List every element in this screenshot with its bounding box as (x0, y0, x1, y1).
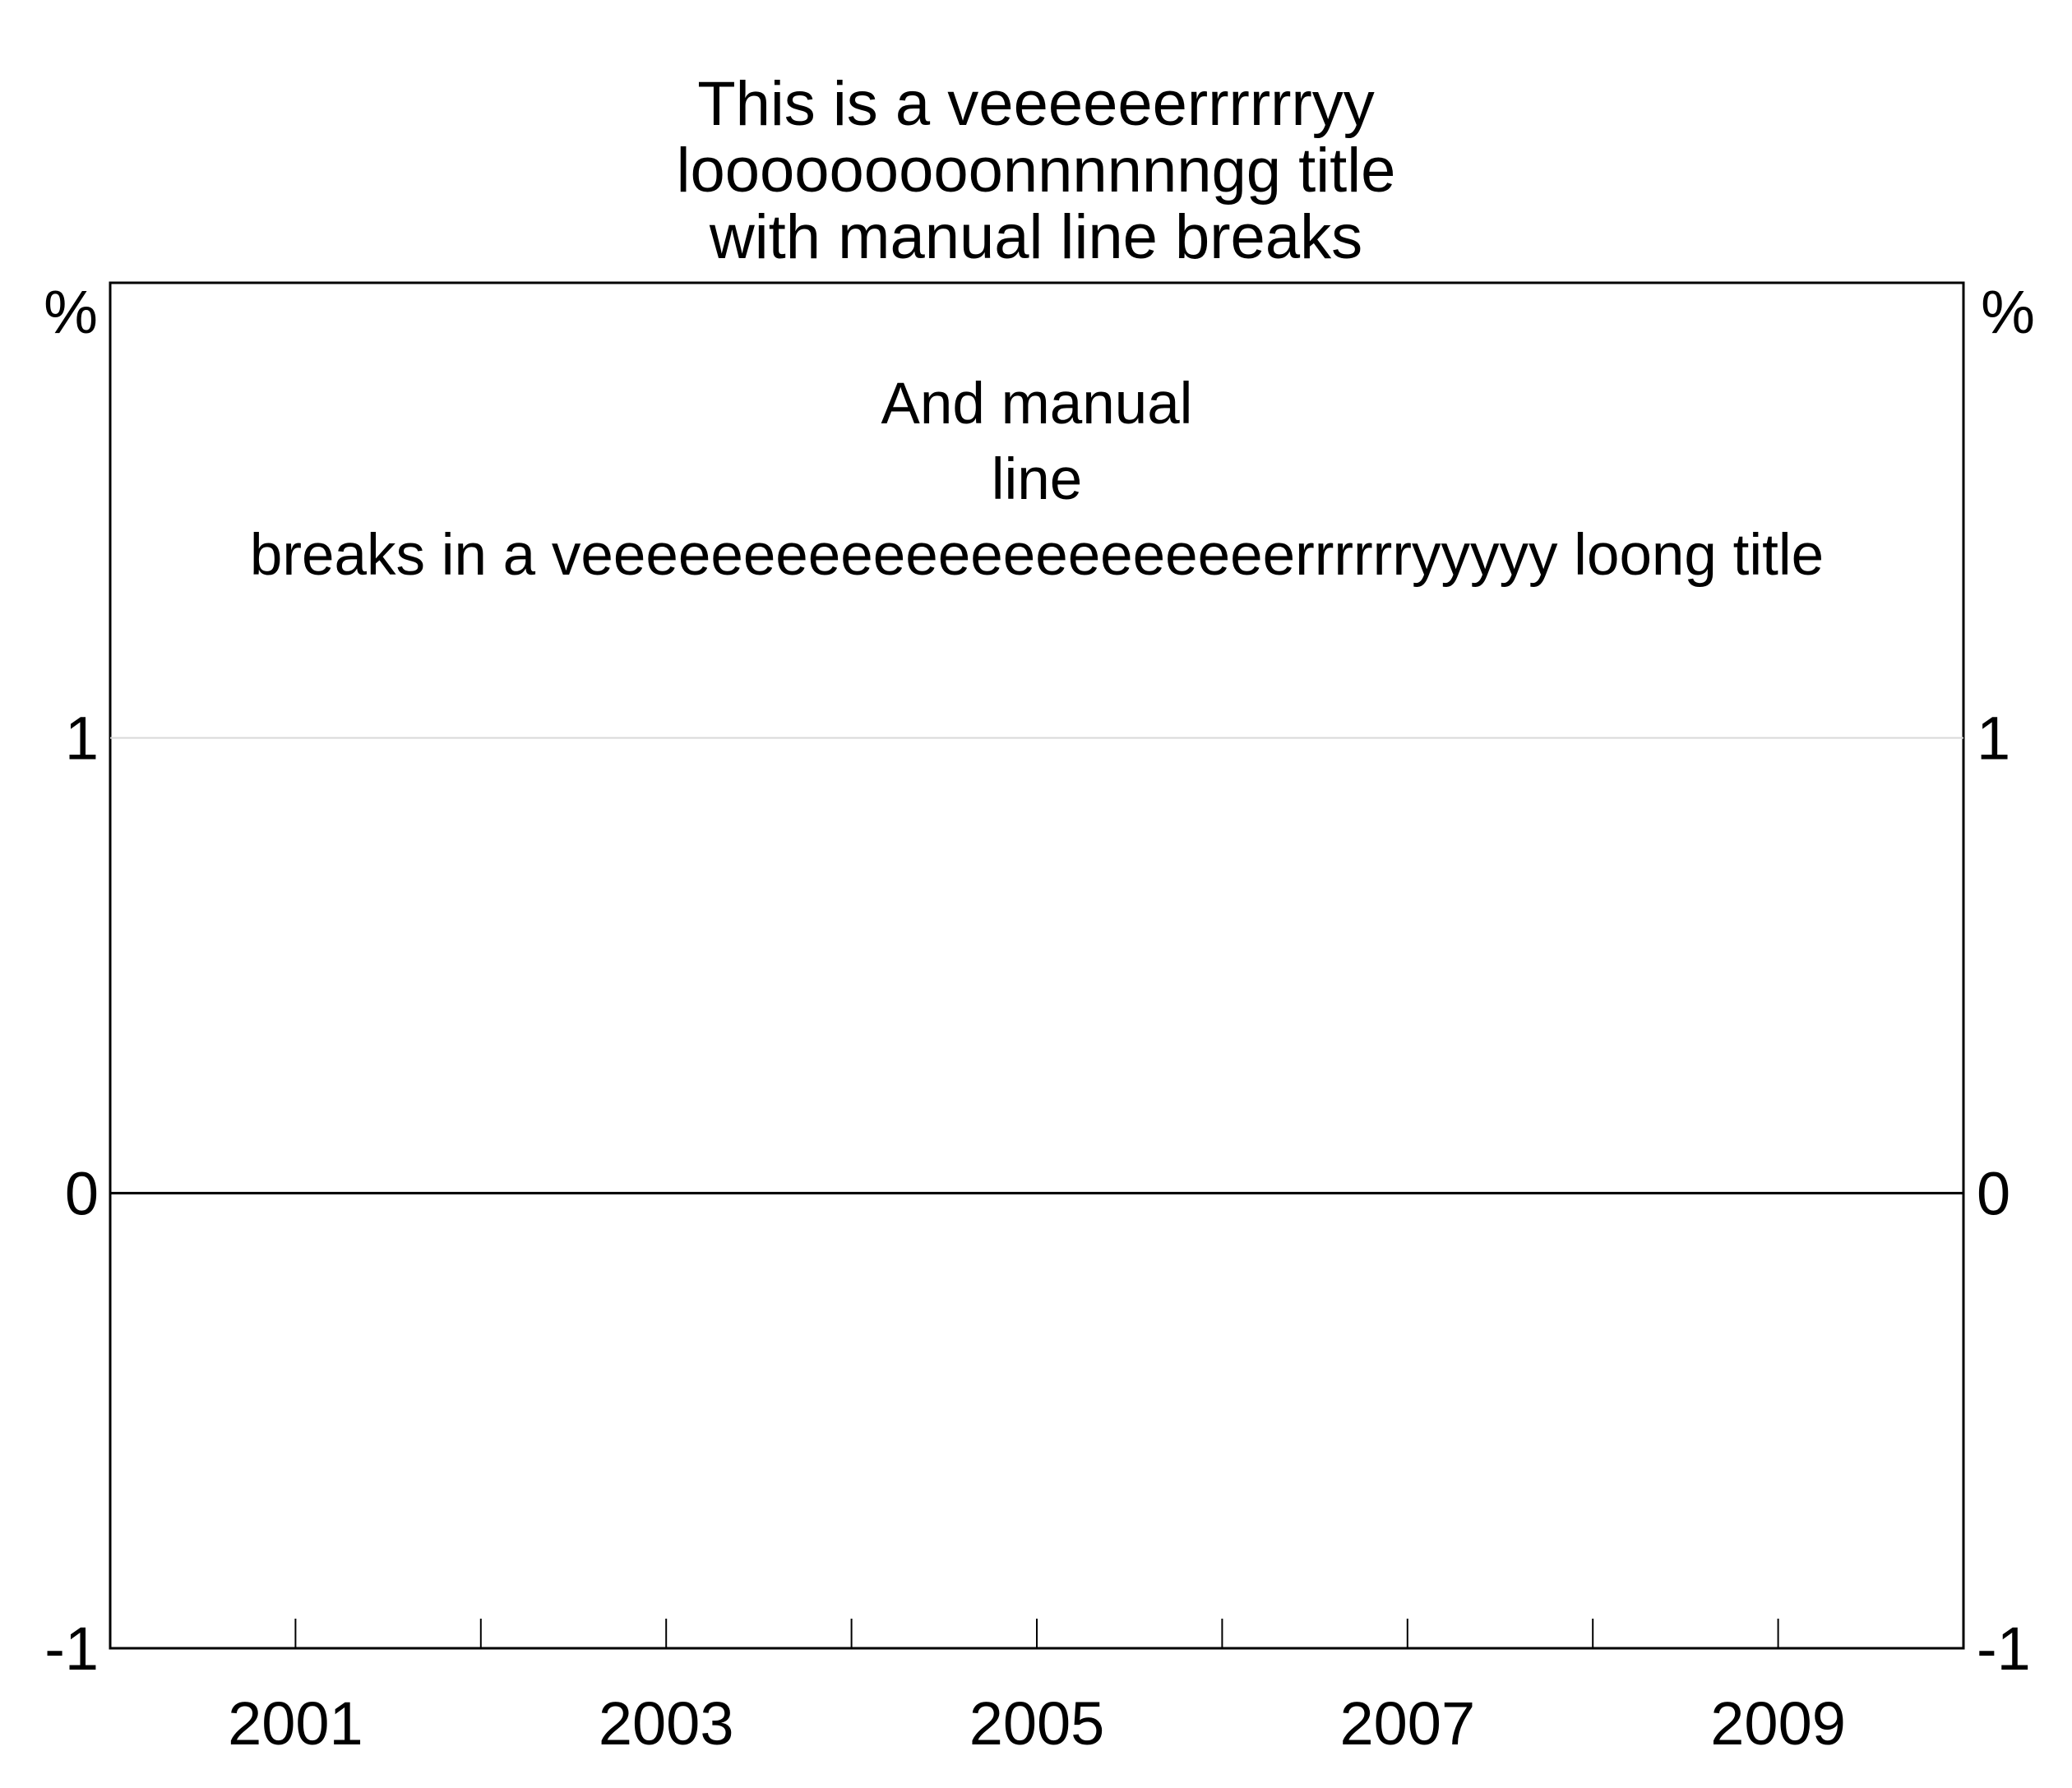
chart-subtitle: And manual line breaks in a veeeeeeeeeee… (250, 372, 1824, 588)
x-tick-label: 2007 (1339, 1689, 1475, 1758)
x-axis-ticks: 2001 2003 2005 2007 2009 (228, 1619, 1846, 1758)
x-tick-label: 2005 (969, 1689, 1105, 1758)
y-tick-label-left: 0 (65, 1159, 99, 1227)
y-axis-ticks: 1 1 0 0 -1 -1 (44, 705, 2031, 1683)
chart-title-line-2: looooooooonnnnnngg title (677, 136, 1396, 206)
chart-title-line-3: with manual line breaks (709, 202, 1362, 272)
chart-title: This is a veeeeeerrrrrryy looooooooonnnn… (677, 69, 1396, 272)
chart-title-line-1: This is a veeeeeerrrrrryy (697, 69, 1375, 139)
y-tick-label-left: 1 (65, 705, 99, 773)
y-tick-label-right: -1 (1977, 1615, 2031, 1683)
y-axis-unit-left: % (44, 278, 98, 346)
y-tick-label-right: 1 (1977, 705, 2010, 773)
x-tick-label: 2003 (599, 1689, 734, 1758)
x-tick-label: 2009 (1710, 1689, 1846, 1758)
chart-subtitle-line-2: line (992, 447, 1083, 512)
y-tick-label-left: -1 (44, 1615, 99, 1683)
x-tick-label: 2001 (228, 1689, 363, 1758)
y-tick-label-right: 0 (1977, 1159, 2010, 1227)
chart-subtitle-line-1: And manual (881, 372, 1193, 437)
y-axis-unit-right: % (1981, 278, 2035, 346)
gridlines (110, 737, 1963, 1194)
chart-subtitle-line-3: breaks in a veeeeeeeeeeeeeeeeeeeeeerrrrr… (250, 523, 1824, 588)
